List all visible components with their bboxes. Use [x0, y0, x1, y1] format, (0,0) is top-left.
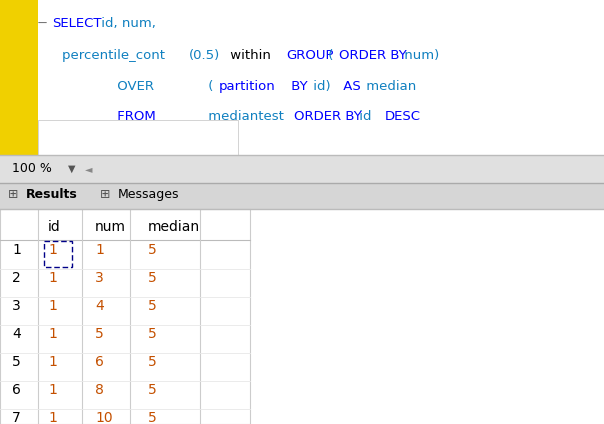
Bar — [38, 0, 604, 155]
Text: ◄: ◄ — [85, 164, 92, 174]
Text: 8: 8 — [95, 383, 104, 397]
Text: (: ( — [204, 80, 213, 93]
Text: median: median — [148, 220, 200, 234]
Text: Results: Results — [26, 188, 78, 201]
Text: 1: 1 — [48, 243, 57, 257]
Text: 4: 4 — [12, 327, 21, 341]
Bar — [0, 183, 604, 209]
Bar — [0, 209, 604, 424]
Bar — [44, 241, 72, 267]
Text: id: id — [48, 220, 61, 234]
Text: 1: 1 — [48, 383, 57, 397]
Text: Messages: Messages — [118, 188, 179, 201]
Text: 5: 5 — [95, 327, 104, 341]
Bar — [0, 0, 604, 155]
Text: 1: 1 — [48, 299, 57, 313]
Text: num: num — [95, 220, 126, 234]
Text: 5: 5 — [148, 271, 157, 285]
Text: ⊞: ⊞ — [8, 188, 19, 201]
Text: 3: 3 — [12, 299, 21, 313]
Text: id): id) — [309, 80, 331, 93]
Text: ORDER BY: ORDER BY — [339, 49, 407, 62]
Text: 3: 3 — [95, 271, 104, 285]
Text: −: − — [37, 17, 53, 30]
Text: 1: 1 — [48, 327, 57, 341]
Text: 1: 1 — [48, 271, 57, 285]
Text: 100 %: 100 % — [12, 162, 52, 175]
Text: within: within — [226, 49, 275, 62]
Text: 1: 1 — [12, 243, 21, 257]
Text: ⊞: ⊞ — [100, 188, 111, 201]
Text: 4: 4 — [95, 299, 104, 313]
Text: BY: BY — [287, 80, 307, 93]
Text: num): num) — [400, 49, 439, 62]
Text: 6: 6 — [95, 355, 104, 369]
Text: (0.5): (0.5) — [188, 49, 220, 62]
Text: 5: 5 — [148, 243, 157, 257]
Text: ORDER BY: ORDER BY — [294, 110, 362, 123]
Text: partition: partition — [219, 80, 275, 93]
Text: OVER: OVER — [45, 80, 154, 93]
Text: DESC: DESC — [385, 110, 421, 123]
Text: 6: 6 — [12, 383, 21, 397]
Text: median: median — [362, 80, 416, 93]
Text: FROM: FROM — [45, 110, 156, 123]
Text: AS: AS — [339, 80, 361, 93]
Text: percentile_cont: percentile_cont — [45, 49, 165, 62]
Text: 5: 5 — [148, 411, 157, 424]
Text: GROUP: GROUP — [287, 49, 334, 62]
Text: 1: 1 — [95, 243, 104, 257]
Text: 1: 1 — [48, 355, 57, 369]
Text: 5: 5 — [12, 355, 21, 369]
Text: 5: 5 — [148, 383, 157, 397]
Text: SELECT: SELECT — [52, 17, 101, 30]
Bar — [38, 120, 238, 155]
Text: 2: 2 — [12, 271, 21, 285]
Text: (: ( — [324, 49, 334, 62]
Bar — [0, 209, 250, 424]
Text: mediantest: mediantest — [204, 110, 288, 123]
Text: id: id — [355, 110, 375, 123]
Text: 10: 10 — [95, 411, 112, 424]
Text: 5: 5 — [148, 327, 157, 341]
Text: id, num,: id, num, — [97, 17, 156, 30]
Text: 5: 5 — [148, 299, 157, 313]
Bar — [0, 0, 38, 155]
Text: 5: 5 — [148, 355, 157, 369]
Bar — [0, 155, 604, 183]
Text: 1: 1 — [48, 411, 57, 424]
Text: 7: 7 — [12, 411, 21, 424]
Text: ▼: ▼ — [68, 164, 76, 174]
